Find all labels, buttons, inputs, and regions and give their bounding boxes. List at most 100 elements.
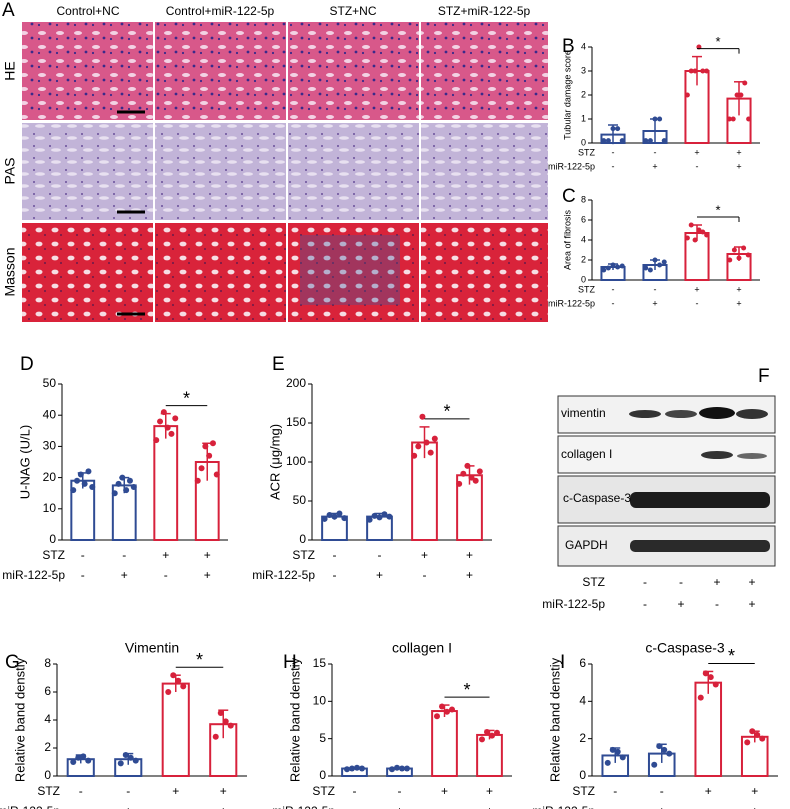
y-axis-label: Relative band denstiy [12,657,27,782]
y-tick-label: 2 [581,254,586,264]
group-sign: - [423,568,427,582]
data-point [742,80,748,86]
data-point [702,670,709,677]
data-point [619,263,625,269]
y-axis-label: Relative band denstiy [287,657,302,782]
data-point [164,424,171,431]
panel-letter: F [758,366,770,387]
data-point [434,713,440,720]
y-tick-label: 8 [581,194,586,204]
significance-label: * [463,680,470,700]
group-sign: - [81,568,85,582]
group-sign: + [421,548,428,562]
y-tick-label: 10 [313,694,327,708]
group-sign: + [486,784,493,798]
group-sign: - [696,161,699,171]
y-axis-label: Area of fibrosis [562,209,572,270]
data-point [489,732,495,739]
western-blot [557,395,776,567]
data-point [734,92,740,98]
data-point [206,452,213,459]
row-label: HE [2,61,18,80]
data-point [127,754,134,761]
panel-letter: C [562,186,576,207]
band [629,410,661,418]
row-label: Masson [2,247,18,296]
data-point [153,437,160,444]
y-tick-label: 2 [44,740,51,754]
column-label: STZ+miR-122-5p [438,4,531,18]
data-point [647,138,653,144]
y-tick-label: 150 [286,415,306,429]
group-name: STZ [578,284,596,294]
data-point [331,513,338,520]
group-sign: - [81,548,85,562]
y-tick-label: 200 [286,376,306,390]
data-point [615,264,621,270]
data-point [359,765,365,772]
group-sign: - [164,568,168,582]
group-sign: - [612,284,615,294]
y-tick-label: 5 [319,731,326,745]
group-name: miR-122-5p [272,804,335,809]
group-sign: - [654,284,657,294]
data-point [601,267,607,273]
band-label: vimentin [561,406,606,420]
y-tick-label: 0 [581,274,586,284]
data-point [712,681,719,688]
group-sign: + [751,784,758,798]
group-name: STZ [42,548,65,562]
data-point [449,706,455,713]
data-point [605,138,611,144]
data-point [404,765,410,772]
group-sign: - [643,597,647,611]
bar [411,441,438,541]
data-point [456,480,463,487]
data-point [741,245,747,251]
panel-letter: A [2,0,15,21]
group-sign: + [162,548,169,562]
data-point [389,766,395,773]
data-point [647,267,653,273]
band [701,451,733,459]
significance-label: * [728,646,735,666]
group-sign: + [441,784,448,798]
data-point [354,764,360,771]
data-point [651,761,658,768]
group-name: STZ [292,548,315,562]
group-sign: + [751,804,758,809]
data-point [657,116,663,122]
panel-letter: D [20,354,34,375]
data-point [217,710,224,716]
data-point [381,511,388,518]
group-sign: + [658,804,665,809]
group-name: miR-122-5p [252,568,315,582]
blot-strip [557,435,776,474]
data-point [117,760,124,767]
band [665,410,697,418]
he-image [421,22,548,120]
data-point [168,430,175,437]
data-point [744,739,751,746]
group-sign: + [220,804,227,809]
pas-image [288,123,419,220]
data-point [657,262,663,268]
data-point [652,116,658,122]
data-point [336,510,343,517]
bar [153,425,179,541]
masson-image [22,223,153,322]
y-tick-label: 100 [286,454,306,468]
group-sign: + [220,784,227,798]
group-name: miR-122-5p [542,597,605,611]
group-name: STZ [578,147,596,157]
group-sign: - [398,784,402,798]
pas-image [155,123,286,220]
group-sign: - [333,548,337,562]
data-point [213,471,220,478]
group-sign: + [748,597,755,611]
group-sign: - [715,597,719,611]
group-sign: - [706,804,710,809]
band-label: collagen I [561,447,612,461]
y-tick-label: 50 [293,493,307,507]
